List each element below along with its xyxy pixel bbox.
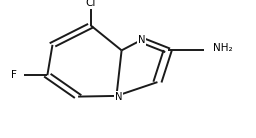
Text: Cl: Cl: [86, 0, 96, 8]
Text: F: F: [11, 70, 17, 80]
Text: NH₂: NH₂: [213, 43, 232, 53]
Text: N: N: [137, 35, 145, 45]
Text: N: N: [115, 92, 122, 102]
